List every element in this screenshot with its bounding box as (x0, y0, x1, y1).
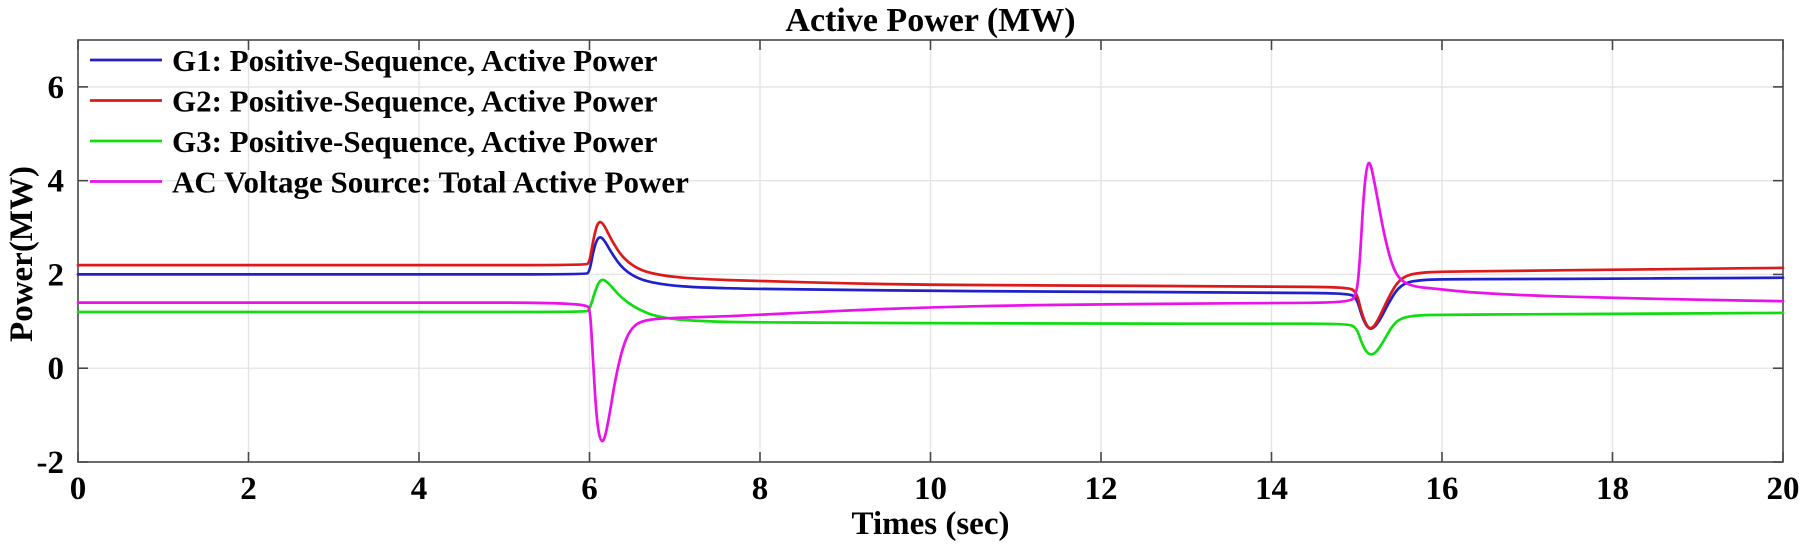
y-tick-label: 4 (48, 164, 65, 200)
series-line-ac-source (76, 161, 1785, 443)
x-tick-label: 16 (1426, 471, 1459, 507)
x-tick-label: 14 (1255, 471, 1288, 507)
x-tick-label: 20 (1767, 471, 1800, 507)
series-line-g2 (76, 220, 1785, 330)
legend: G1: Positive-Sequence, Active Power G2: P… (90, 43, 689, 200)
chart-title: Active Power (MW) (785, 2, 1076, 39)
legend-entry-label-g1: G1: Positive-Sequence, Active Power (172, 43, 658, 78)
x-tick-label: 18 (1596, 471, 1629, 507)
legend-entry-label-g2: G2: Positive-Sequence, Active Power (172, 84, 658, 119)
y-tick-label: 2 (48, 257, 65, 293)
x-tick-label: 2 (240, 471, 257, 507)
x-axis-label: Times (sec) (851, 506, 1010, 542)
y-axis-label: Power(MW) (4, 166, 40, 342)
series-line-g3 (76, 278, 1785, 356)
y-tick-label: -2 (37, 445, 65, 481)
series-line-g1 (76, 236, 1785, 330)
x-tick-label: 12 (1085, 471, 1118, 507)
legend-entry-label-g3: G3: Positive-Sequence, Active Power (172, 124, 658, 159)
legend-entry-label-ac-source: AC Voltage Source: Total Active Power (172, 165, 689, 200)
y-tick-label: 0 (48, 351, 65, 387)
x-tick-label: 0 (70, 471, 87, 507)
y-tick-label: 6 (48, 70, 65, 106)
x-tick-label: 10 (914, 471, 947, 507)
x-tick-label: 8 (752, 471, 769, 507)
x-tick-label: 6 (581, 471, 598, 507)
x-tick-label: 4 (411, 471, 428, 507)
series-lines (76, 161, 1785, 443)
